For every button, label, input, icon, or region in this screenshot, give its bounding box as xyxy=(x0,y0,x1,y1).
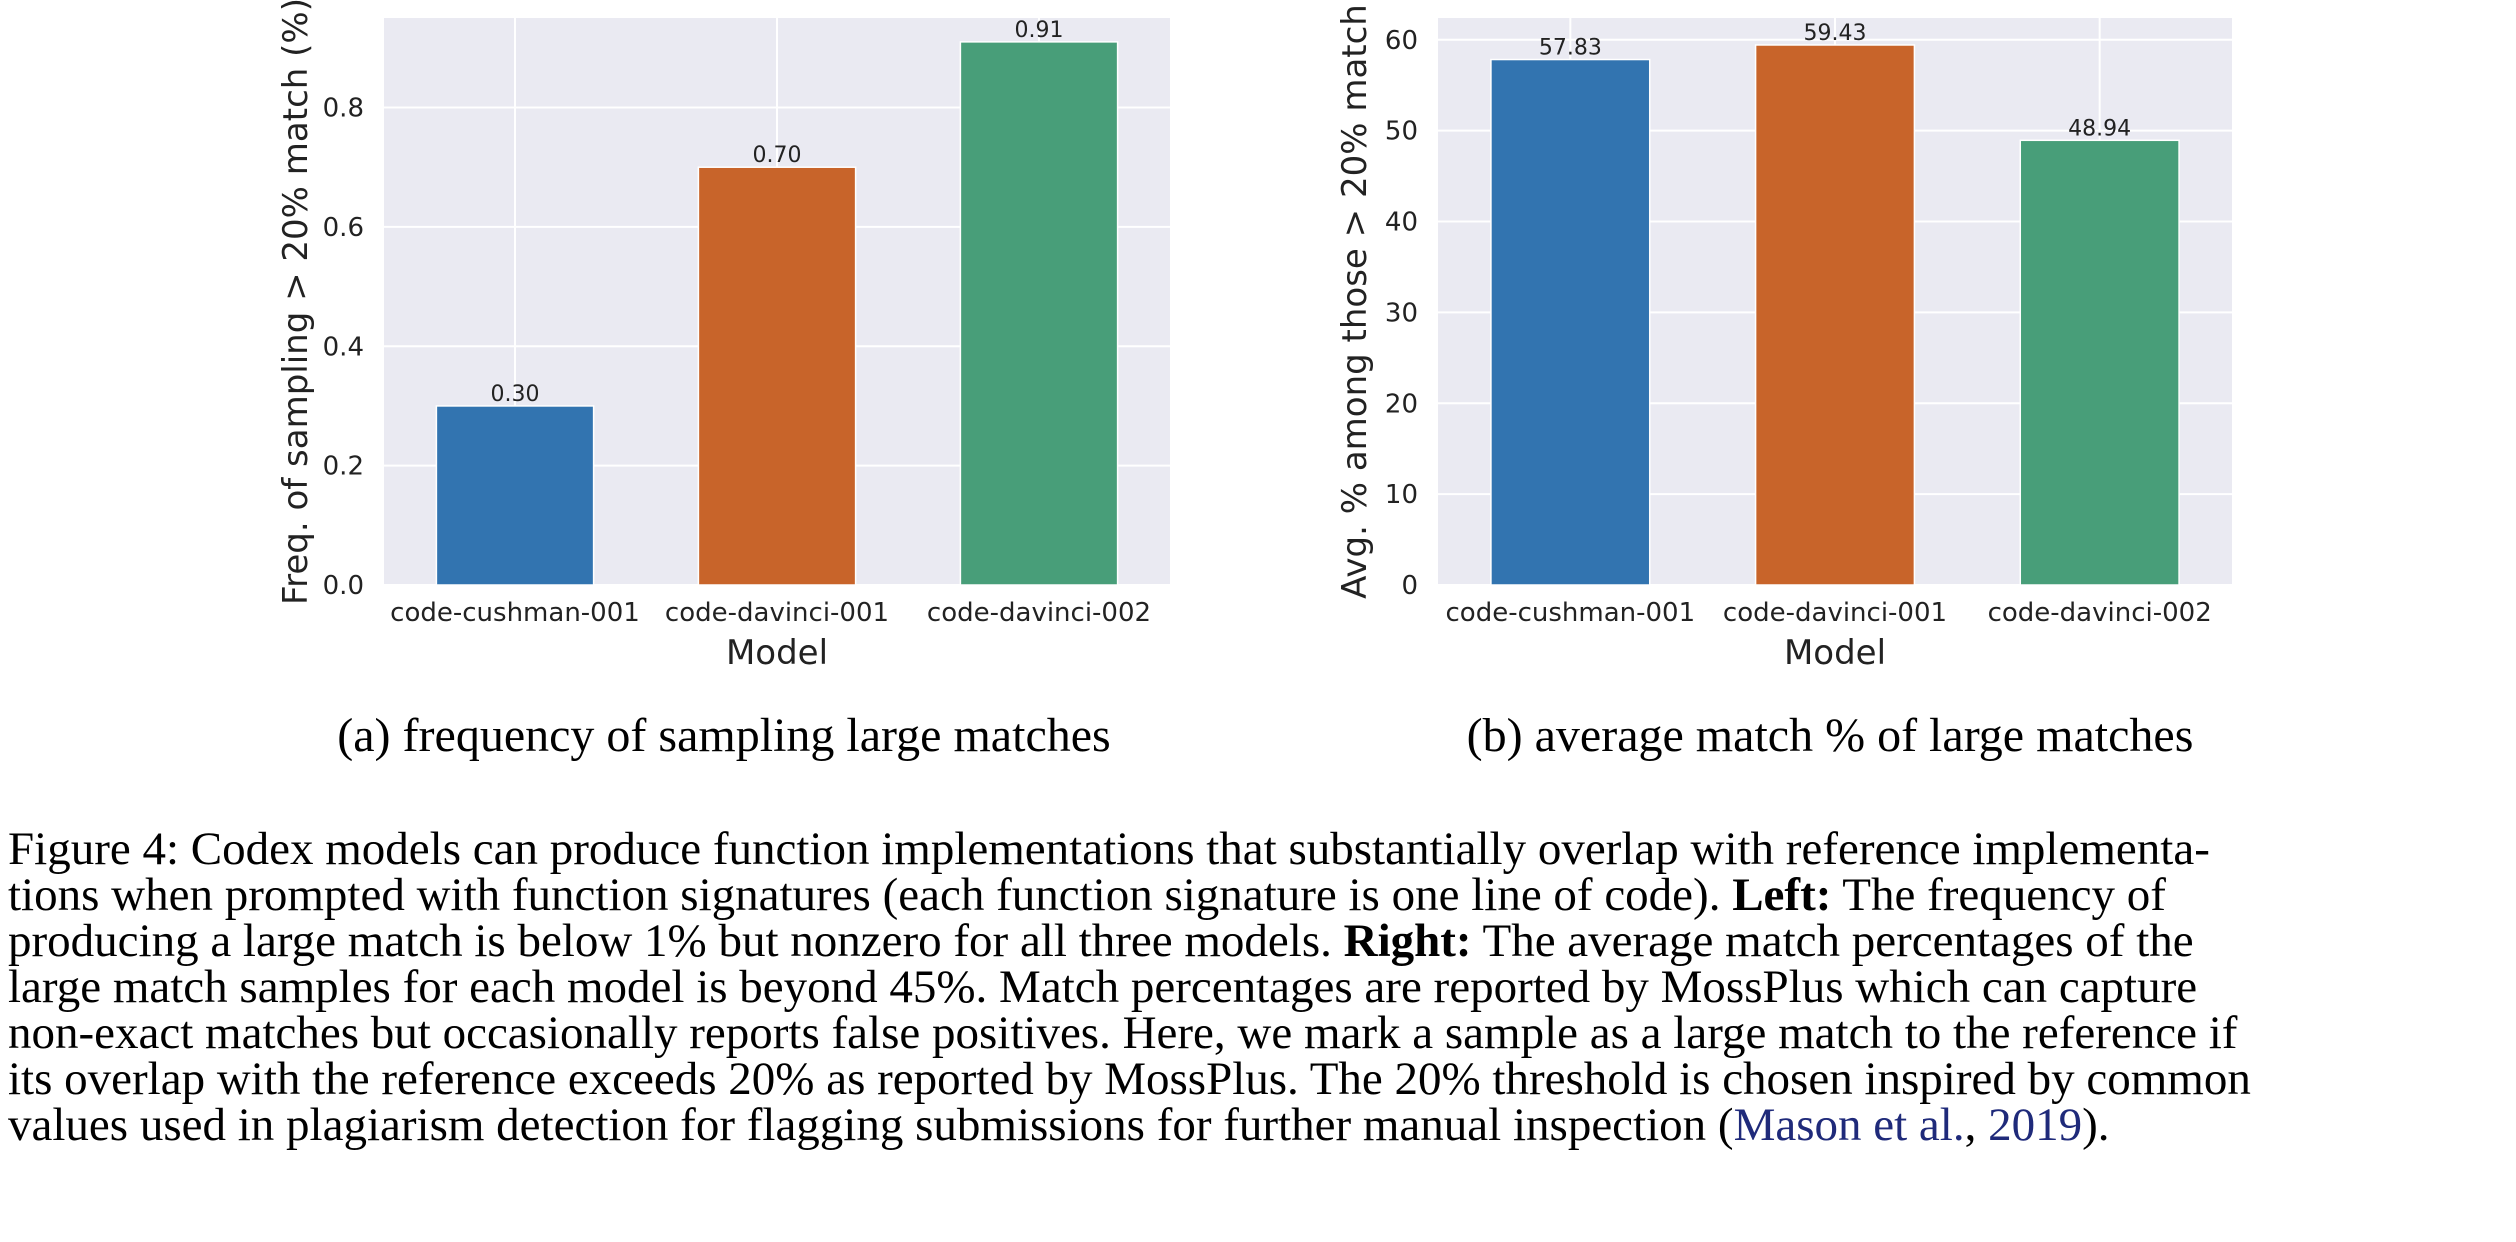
y-axis-label: Avg. % among those > 20% match xyxy=(1335,4,1375,599)
bar-value-label: 57.83 xyxy=(1539,36,1602,61)
caption-line: Figure 4: Codex models can produce funct… xyxy=(8,823,2210,875)
bar-value-label: 0.91 xyxy=(1015,18,1064,43)
caption-bold-right: Right: xyxy=(1343,915,1472,967)
caption-line: its overlap with the reference exceeds 2… xyxy=(8,1053,2251,1105)
x-tick-label: code-cushman-001 xyxy=(1446,598,1696,628)
caption-line: tions when prompted with function signat… xyxy=(8,869,2508,921)
x-axis-label: Model xyxy=(1784,633,1886,673)
y-tick-label: 50 xyxy=(1385,117,1418,147)
y-tick-label: 10 xyxy=(1385,480,1418,510)
bar-value-label: 0.30 xyxy=(491,382,540,407)
caption-text: The average match percentages of the xyxy=(1471,915,2194,967)
bar xyxy=(1754,44,1916,586)
chart-right-average-match: 57.83 code-cushman-001 59.43 code-davinci-0… xyxy=(1335,4,2232,673)
caption-line: values used in plagiarism detection for … xyxy=(8,1099,2508,1151)
bar xyxy=(2019,139,2180,586)
bar xyxy=(697,166,857,586)
subcaption-a: (a) frequency of sampling large matches xyxy=(337,709,1111,762)
y-tick-label: 60 xyxy=(1385,26,1418,56)
x-tick-label: code-davinci-001 xyxy=(665,598,889,628)
bar xyxy=(435,405,595,586)
bar-value-label: 59.43 xyxy=(1804,21,1867,46)
y-tick-label: 0.0 xyxy=(323,571,364,601)
bar xyxy=(1490,58,1651,586)
caption-bold-left: Left: xyxy=(1732,869,1832,921)
caption-text: tions when prompted with function signat… xyxy=(8,869,1733,921)
y-tick-label: 20 xyxy=(1385,389,1418,419)
caption-line: non-exact matches but occasionally repor… xyxy=(8,1007,2238,1059)
x-tick-label: code-cushman-001 xyxy=(390,598,640,628)
caption-text: ). xyxy=(2082,1099,2110,1151)
x-tick-label: code-davinci-001 xyxy=(1723,598,1947,628)
caption-text: The frequency of xyxy=(1831,869,2166,921)
y-tick-label: 0.4 xyxy=(323,332,364,362)
caption-text: , xyxy=(1964,1099,1989,1151)
caption-line: large match samples for each model is be… xyxy=(8,961,2198,1013)
caption-text: values used in plagiarism detection for … xyxy=(8,1099,1734,1151)
y-tick-label: 0.8 xyxy=(323,94,364,124)
x-tick-label: code-davinci-002 xyxy=(927,598,1151,628)
bar xyxy=(959,41,1119,586)
x-axis-label: Model xyxy=(726,633,828,673)
y-tick-label: 0.2 xyxy=(323,452,364,482)
bar-value-label: 0.70 xyxy=(753,143,802,168)
caption-line: producing a large match is below 1% but … xyxy=(8,915,2508,967)
bar-value-label: 48.94 xyxy=(2068,116,2131,141)
citation-link[interactable]: Mason et al. xyxy=(1733,1099,1965,1151)
y-tick-label: 40 xyxy=(1385,208,1418,238)
caption-text: producing a large match is below 1% but … xyxy=(8,915,1344,967)
citation-year-link[interactable]: 2019 xyxy=(1988,1099,2083,1151)
y-axis-label: Freq. of sampling > 20% match (%) xyxy=(276,0,316,605)
y-tick-label: 0 xyxy=(1401,571,1418,601)
figure-caption: Figure 4: Codex models can produce funct… xyxy=(8,823,2508,1151)
y-tick-label: 30 xyxy=(1385,298,1418,328)
x-tick-label: code-davinci-002 xyxy=(1988,598,2212,628)
chart-left-frequency: 0.30 code-cushman-001 0.70 code-davinci-001… xyxy=(276,0,1170,673)
y-tick-label: 0.6 xyxy=(323,213,364,243)
subcaption-b: (b) average match % of large matches xyxy=(1466,709,2194,762)
